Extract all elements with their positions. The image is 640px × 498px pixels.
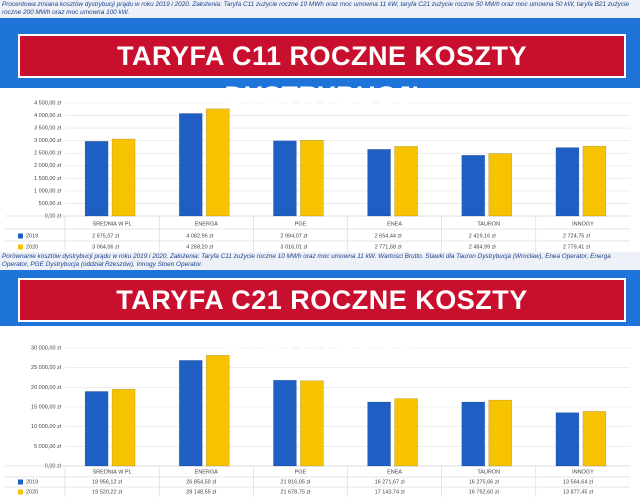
y-tick-label: 5 000,00 zł bbox=[34, 444, 62, 450]
y-tick-label: 1 500,00 zł bbox=[34, 176, 62, 182]
value-label: 28 148,55 zł bbox=[186, 489, 217, 495]
y-tick-label: 30 000,00 zł bbox=[31, 345, 62, 351]
value-label: 13 877,45 zł bbox=[563, 489, 594, 495]
value-label: 2 484,99 zł bbox=[469, 244, 497, 250]
value-label: 2 771,68 zł bbox=[375, 244, 403, 250]
bar bbox=[179, 360, 203, 467]
bar bbox=[84, 141, 109, 217]
value-label: 16 271,67 zł bbox=[375, 479, 406, 485]
value-label: 4 082,96 zł bbox=[186, 233, 214, 239]
y-tick-label: 2 000,00 zł bbox=[34, 163, 62, 169]
category-label: ENEA bbox=[387, 469, 402, 475]
bar bbox=[179, 113, 203, 217]
y-tick-label: 2 500,00 zł bbox=[34, 151, 62, 157]
y-tick-label: 25 000,00 zł bbox=[31, 365, 62, 371]
category-label: ŚREDNIA W PL bbox=[93, 467, 132, 475]
bar bbox=[555, 412, 580, 467]
category-label: INNOGY bbox=[572, 469, 594, 475]
y-tick-label: 0,00 zł bbox=[45, 463, 62, 469]
value-label: 26 854,59 zł bbox=[186, 479, 217, 485]
value-label: 2 779,41 zł bbox=[563, 244, 591, 250]
y-tick-label: 500,00 zł bbox=[39, 201, 62, 207]
bar bbox=[367, 149, 391, 217]
y-tick-label: 20 000,00 zł bbox=[31, 385, 62, 391]
bar bbox=[273, 379, 297, 467]
category-label: INNOGY bbox=[572, 221, 594, 227]
category-label: PGE bbox=[295, 221, 307, 227]
value-label: 3 064,06 zł bbox=[92, 244, 120, 250]
category-label: ENEA bbox=[387, 221, 402, 227]
legend-label: 2019 bbox=[26, 479, 38, 485]
bar bbox=[461, 155, 485, 217]
value-label: 3 016,01 zł bbox=[280, 244, 308, 250]
value-label: 17 143,74 zł bbox=[375, 489, 406, 495]
bar bbox=[300, 380, 324, 467]
y-tick-label: 4 500,00 zł bbox=[34, 100, 62, 106]
y-tick-label: 15 000,00 zł bbox=[31, 404, 62, 410]
bar bbox=[488, 399, 512, 467]
category-label: ŚREDNIA W PL bbox=[93, 219, 132, 227]
legend-swatch bbox=[18, 489, 23, 495]
value-label: 4 268,20 zł bbox=[186, 244, 214, 250]
bar bbox=[273, 140, 297, 217]
legend-label: 2020 bbox=[26, 489, 38, 495]
bar bbox=[461, 401, 485, 467]
value-label: 21 816,05 zł bbox=[280, 479, 311, 485]
category-label: TAURON bbox=[477, 469, 500, 475]
value-label: 13 564,64 zł bbox=[563, 479, 594, 485]
value-label: 2 419,16 zł bbox=[469, 233, 497, 239]
value-label: 2 724,75 zł bbox=[563, 233, 591, 239]
bar bbox=[111, 388, 136, 467]
y-tick-label: 3 500,00 zł bbox=[34, 126, 62, 132]
bar bbox=[394, 398, 418, 467]
note: Procentowa zmiana kosztów dystrybucji pr… bbox=[0, 0, 640, 18]
y-tick-label: 0,00 zł bbox=[45, 213, 62, 219]
legend-swatch bbox=[18, 479, 23, 485]
y-tick-label: 3 000,00 zł bbox=[34, 138, 62, 144]
legend-label: 2019 bbox=[26, 233, 38, 239]
bar bbox=[555, 147, 580, 217]
bar bbox=[394, 146, 418, 217]
bar bbox=[84, 391, 109, 467]
value-label: 19 520,22 zł bbox=[92, 489, 123, 495]
legend-swatch bbox=[18, 233, 23, 239]
value-label: 2 975,07 zł bbox=[92, 233, 120, 239]
category-label: ENERGA bbox=[195, 469, 219, 475]
bar bbox=[206, 355, 230, 467]
value-label: 16 275,66 zł bbox=[469, 479, 500, 485]
title: TARYFA C11 ROCZNE KOSZTY DYSTRYBUCJI bbox=[18, 34, 626, 111]
bar bbox=[367, 401, 391, 467]
legend-swatch bbox=[18, 244, 23, 250]
y-tick-label: 1 000,00 zł bbox=[34, 188, 62, 194]
value-label: 2 654,44 zł bbox=[375, 233, 403, 239]
value-label: 18 956,12 zł bbox=[92, 479, 123, 485]
title: TARYFA C21 ROCZNE KOSZTY DYSTRYBUCJI bbox=[18, 278, 626, 355]
value-label: 16 752,60 zł bbox=[469, 489, 500, 495]
category-label: ENERGA bbox=[195, 221, 219, 227]
bar bbox=[582, 145, 607, 217]
y-tick-label: 4 000,00 zł bbox=[34, 113, 62, 119]
bar bbox=[300, 140, 324, 217]
note: Porównanie kosztów dystrybucji prądu w r… bbox=[0, 252, 640, 270]
bar bbox=[582, 411, 607, 467]
category-label: PGE bbox=[295, 469, 307, 475]
value-label: 21 678,75 zł bbox=[280, 489, 311, 495]
y-tick-label: 10 000,00 zł bbox=[31, 424, 62, 430]
legend-label: 2020 bbox=[26, 244, 38, 250]
category-label: TAURON bbox=[477, 221, 500, 227]
bar bbox=[206, 108, 230, 217]
value-label: 2 994,07 zł bbox=[280, 233, 308, 239]
bar bbox=[111, 138, 136, 217]
bar bbox=[488, 153, 512, 217]
